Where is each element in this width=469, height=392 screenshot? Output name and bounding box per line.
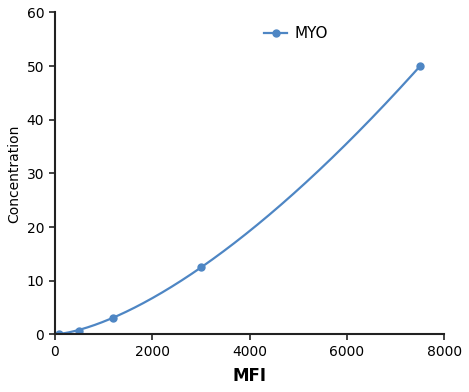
Legend: MYO: MYO [258, 20, 334, 47]
Y-axis label: Concentration: Concentration [7, 124, 21, 223]
X-axis label: MFI: MFI [233, 367, 266, 385]
